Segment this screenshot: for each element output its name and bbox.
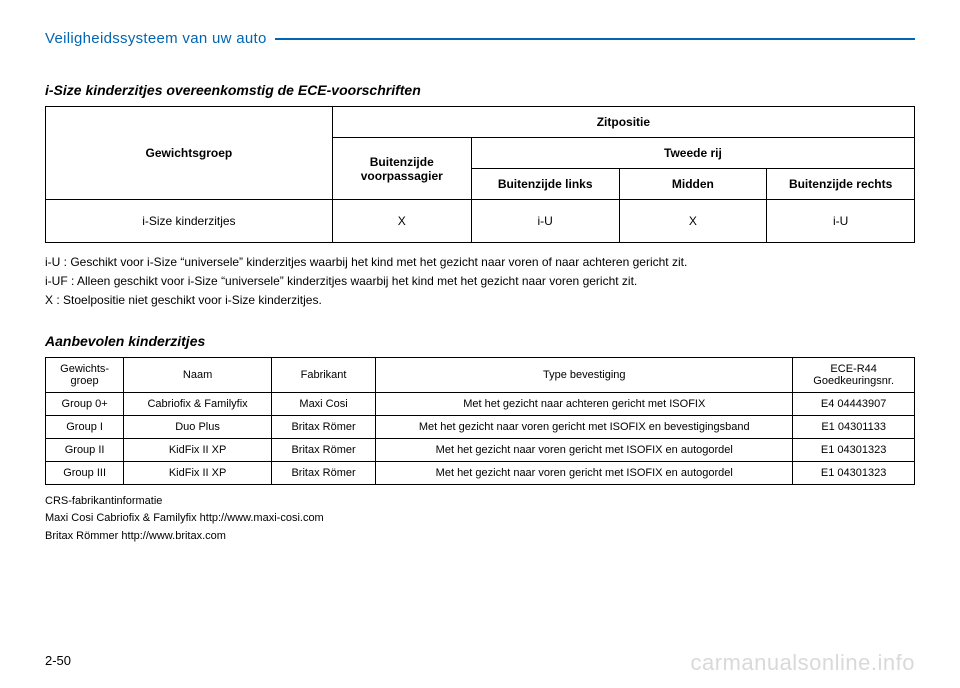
col-header: Gewichts- groep: [46, 357, 124, 392]
cell: Cabriofix & Familyfix: [124, 392, 272, 415]
header-title: Veiligheidssysteem van uw auto: [45, 30, 275, 47]
col-tweede-rij: Tweede rij: [471, 138, 914, 169]
page-header: Veiligheidssysteem van uw auto: [45, 30, 915, 47]
cell: KidFix II XP: [124, 438, 272, 461]
note-line: Britax Römmer http://www.britax.com: [45, 528, 915, 546]
cell: E1 04301323: [793, 438, 915, 461]
col-zitpositie: Zitpositie: [332, 107, 914, 138]
cell: Britax Römer: [271, 461, 375, 484]
col-buitenzijde-rechts: Buitenzijde rechts: [767, 169, 915, 200]
cell: Met het gezicht naar voren gericht met I…: [376, 415, 793, 438]
cell: KidFix II XP: [124, 461, 272, 484]
cell: Group I: [46, 415, 124, 438]
section1-notes: i-U : Geschikt voor i-Size “universele” …: [45, 253, 915, 311]
col-header: Type bevestiging: [376, 357, 793, 392]
section1-heading: i-Size kinderzitjes overeenkomstig de EC…: [45, 82, 915, 98]
header-rule: [275, 38, 915, 40]
table-row: Group III KidFix II XP Britax Römer Met …: [46, 461, 915, 484]
col-buitenzijde-voorpassagier: Buitenzijde voorpassagier: [332, 138, 471, 200]
cell: Maxi Cosi: [271, 392, 375, 415]
table-row: Gewichtsgroep Zitpositie: [46, 107, 915, 138]
section2-footer-notes: CRS-fabrikantinformatie Maxi Cosi Cabrio…: [45, 493, 915, 546]
note-line: CRS-fabrikantinformatie: [45, 493, 915, 511]
note-line: Maxi Cosi Cabriofix & Familyfix http://w…: [45, 510, 915, 528]
cell: E1 04301133: [793, 415, 915, 438]
col-header: Fabrikant: [271, 357, 375, 392]
cell: i-U: [767, 200, 915, 243]
watermark: carmanualsonline.info: [690, 650, 915, 676]
isize-table: Gewichtsgroep Zitpositie Buitenzijde voo…: [45, 106, 915, 243]
col-midden: Midden: [619, 169, 767, 200]
cell: X: [332, 200, 471, 243]
cell: Met het gezicht naar achteren gericht me…: [376, 392, 793, 415]
col-buitenzijde-links: Buitenzijde links: [471, 169, 619, 200]
cell: X: [619, 200, 767, 243]
table-row: Group I Duo Plus Britax Römer Met het ge…: [46, 415, 915, 438]
table-row: Group 0+ Cabriofix & Familyfix Maxi Cosi…: [46, 392, 915, 415]
section2-heading: Aanbevolen kinderzitjes: [45, 333, 915, 349]
table-row: Gewichts- groep Naam Fabrikant Type beve…: [46, 357, 915, 392]
note-line: i-UF : Alleen geschikt voor i-Size “univ…: [45, 272, 915, 291]
cell: E4 04443907: [793, 392, 915, 415]
cell: Group III: [46, 461, 124, 484]
cell: Britax Römer: [271, 438, 375, 461]
table-row: Group II KidFix II XP Britax Römer Met h…: [46, 438, 915, 461]
cell: i-U: [471, 200, 619, 243]
col-gewichtsgroep: Gewichtsgroep: [46, 107, 333, 200]
cell: Group 0+: [46, 392, 124, 415]
cell: Met het gezicht naar voren gericht met I…: [376, 461, 793, 484]
col-header: Naam: [124, 357, 272, 392]
cell: Britax Römer: [271, 415, 375, 438]
cell: Met het gezicht naar voren gericht met I…: [376, 438, 793, 461]
table-row: i-Size kinderzitjes X i-U X i-U: [46, 200, 915, 243]
cell: E1 04301323: [793, 461, 915, 484]
note-line: i-U : Geschikt voor i-Size “universele” …: [45, 253, 915, 272]
row-label: i-Size kinderzitjes: [46, 200, 333, 243]
col-header: ECE-R44 Goedkeuringsnr.: [793, 357, 915, 392]
page-number: 2-50: [45, 653, 71, 668]
cell: Duo Plus: [124, 415, 272, 438]
recommended-table: Gewichts- groep Naam Fabrikant Type beve…: [45, 357, 915, 485]
cell: Group II: [46, 438, 124, 461]
note-line: X : Stoelpositie niet geschikt voor i-Si…: [45, 291, 915, 310]
